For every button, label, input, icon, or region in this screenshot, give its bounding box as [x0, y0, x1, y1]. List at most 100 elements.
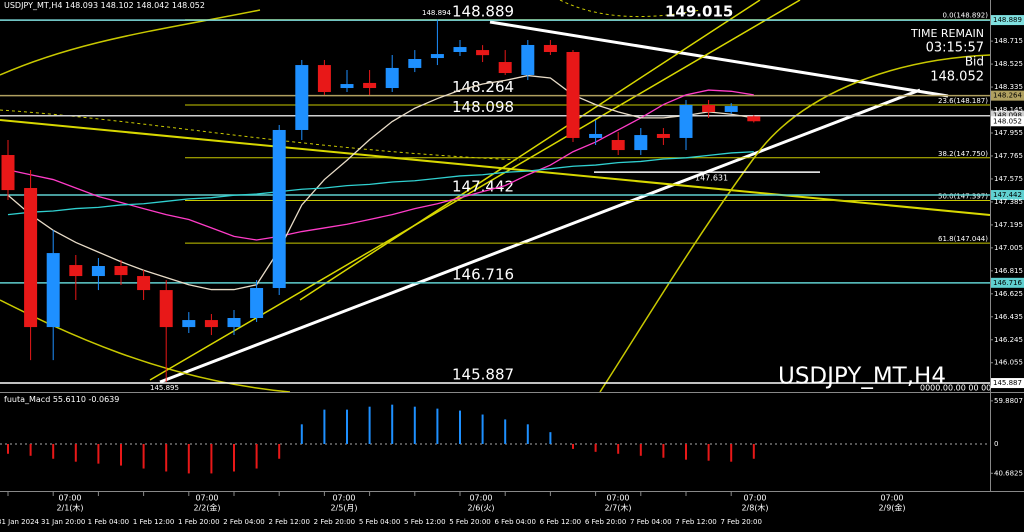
candle-body: [589, 133, 603, 138]
candle-body: [1, 155, 15, 191]
x-tick-label: 31 Jan 2024: [0, 518, 40, 526]
candle-body: [227, 318, 241, 328]
macd-bar: [436, 408, 439, 444]
candle-body: [453, 47, 467, 52]
price-tag-label: 147.442: [993, 191, 1022, 199]
candle-body: [634, 135, 648, 151]
candle-body: [69, 265, 83, 277]
macd-bar: [29, 443, 32, 456]
price-tag-label: 146.716: [993, 279, 1022, 287]
candle-body: [137, 276, 151, 291]
candle-body: [340, 84, 354, 89]
header-low: 148.042: [136, 1, 169, 10]
x-tick-label: 5 Feb 12:00: [404, 518, 445, 526]
candle-body: [385, 67, 399, 89]
macd-bar: [413, 406, 416, 444]
candle-body: [408, 59, 422, 68]
level-label: 148.098: [452, 98, 514, 116]
price-tag: [991, 110, 1024, 121]
marker-label: 147.631: [695, 174, 728, 183]
date-day: 2/2(金): [193, 503, 220, 513]
macd-bar: [165, 443, 168, 472]
y-tick-label: 146.625: [994, 290, 1023, 298]
macd-bar: [549, 432, 552, 444]
x-tick-label: 1 Feb 04:00: [88, 518, 129, 526]
candle-body: [272, 129, 286, 289]
y-tick-label: 147.005: [994, 244, 1023, 252]
low-label: 145.895: [150, 384, 179, 392]
candle-body: [566, 51, 580, 138]
date-time: 07:00: [195, 494, 218, 503]
date-day: 2/8(木): [741, 503, 768, 513]
price-tag-label: 148.889: [993, 16, 1022, 24]
macd-bar: [323, 409, 326, 444]
y-tick-label: 148.525: [994, 60, 1023, 68]
bid-label: Bid: [965, 55, 984, 69]
candle-body: [724, 106, 738, 112]
candle-body: [250, 288, 264, 319]
candle-body: [91, 266, 105, 277]
candle-body: [747, 116, 761, 122]
fib-label: 38.2(147.750): [938, 150, 988, 158]
price-tag-label: 148.264: [993, 92, 1022, 100]
high-label: 148.894: [422, 9, 451, 17]
macd-bar: [300, 424, 303, 444]
fib-label: 61.8(147.044): [938, 235, 988, 243]
macd-bar: [120, 443, 122, 466]
macd-bar: [481, 414, 484, 444]
x-tick-label: 7 Feb 12:00: [675, 518, 716, 526]
macd-bar: [459, 410, 461, 444]
candle-body: [521, 44, 535, 75]
x-tick-label: 2 Feb 04:00: [223, 518, 264, 526]
channel-line: [0, 119, 991, 216]
macd-bar: [368, 406, 371, 444]
x-tick-label: 2 Feb 20:00: [314, 518, 355, 526]
date-day: 2/6(火): [467, 504, 494, 513]
macd-bar: [639, 443, 642, 456]
level-label: 148.889: [452, 3, 514, 21]
macd-bar: [526, 424, 529, 444]
x-tick-label: 31 Jan 20:00: [41, 518, 85, 526]
macd-tick-label: 40.6825: [994, 469, 1023, 477]
fib-label: 50.0(147.397): [938, 192, 988, 200]
candle-body: [543, 44, 557, 52]
symbol: USDJPY_MT,H4: [4, 1, 62, 10]
macd-bar: [594, 443, 597, 452]
macd-tick-label: 0: [994, 440, 998, 448]
x-tick-label: 6 Feb 20:00: [585, 518, 626, 526]
watermark: USDJPY_MT,H4: [778, 364, 946, 390]
header-open: 148.093: [65, 1, 98, 10]
date-time: 07:00: [332, 494, 355, 503]
price-tag: [991, 190, 1024, 201]
level-label: 148.264: [452, 78, 514, 96]
channel-line: [299, 0, 761, 301]
macd-name: fuuta_Macd: [4, 395, 50, 404]
candle-body: [204, 320, 218, 328]
macd-bar: [255, 443, 258, 469]
macd-bar: [391, 404, 394, 444]
date-time: 07:00: [606, 494, 629, 503]
macd-bar: [346, 409, 348, 444]
macd-bar: [572, 443, 574, 449]
fib-label: 23.6(148.187): [938, 97, 988, 105]
x-tick-label: 2 Feb 12:00: [268, 518, 309, 526]
date-day: 2/5(月): [330, 504, 357, 513]
x-tick-label: 1 Feb 12:00: [133, 518, 174, 526]
macd-header: fuuta_Macd 55.6110 -0.0639: [4, 395, 119, 404]
price-tag-label: 148.098: [993, 112, 1022, 120]
header-close: 148.052: [172, 1, 205, 10]
date-time: 07:00: [58, 494, 81, 503]
candle-body: [430, 54, 444, 59]
candle-body: [498, 62, 512, 74]
macd-bar: [187, 443, 190, 474]
fib-label: 0.0(148.892): [942, 12, 988, 20]
macd-bar: [52, 443, 55, 459]
trendline: [489, 20, 949, 98]
price-tag: [991, 378, 1024, 389]
x-tick-label: 5 Feb 04:00: [359, 518, 400, 526]
date-day: 2/7(木): [604, 503, 631, 513]
macd-bar: [7, 443, 9, 454]
candle-body: [317, 65, 331, 93]
candle-body: [182, 320, 196, 328]
